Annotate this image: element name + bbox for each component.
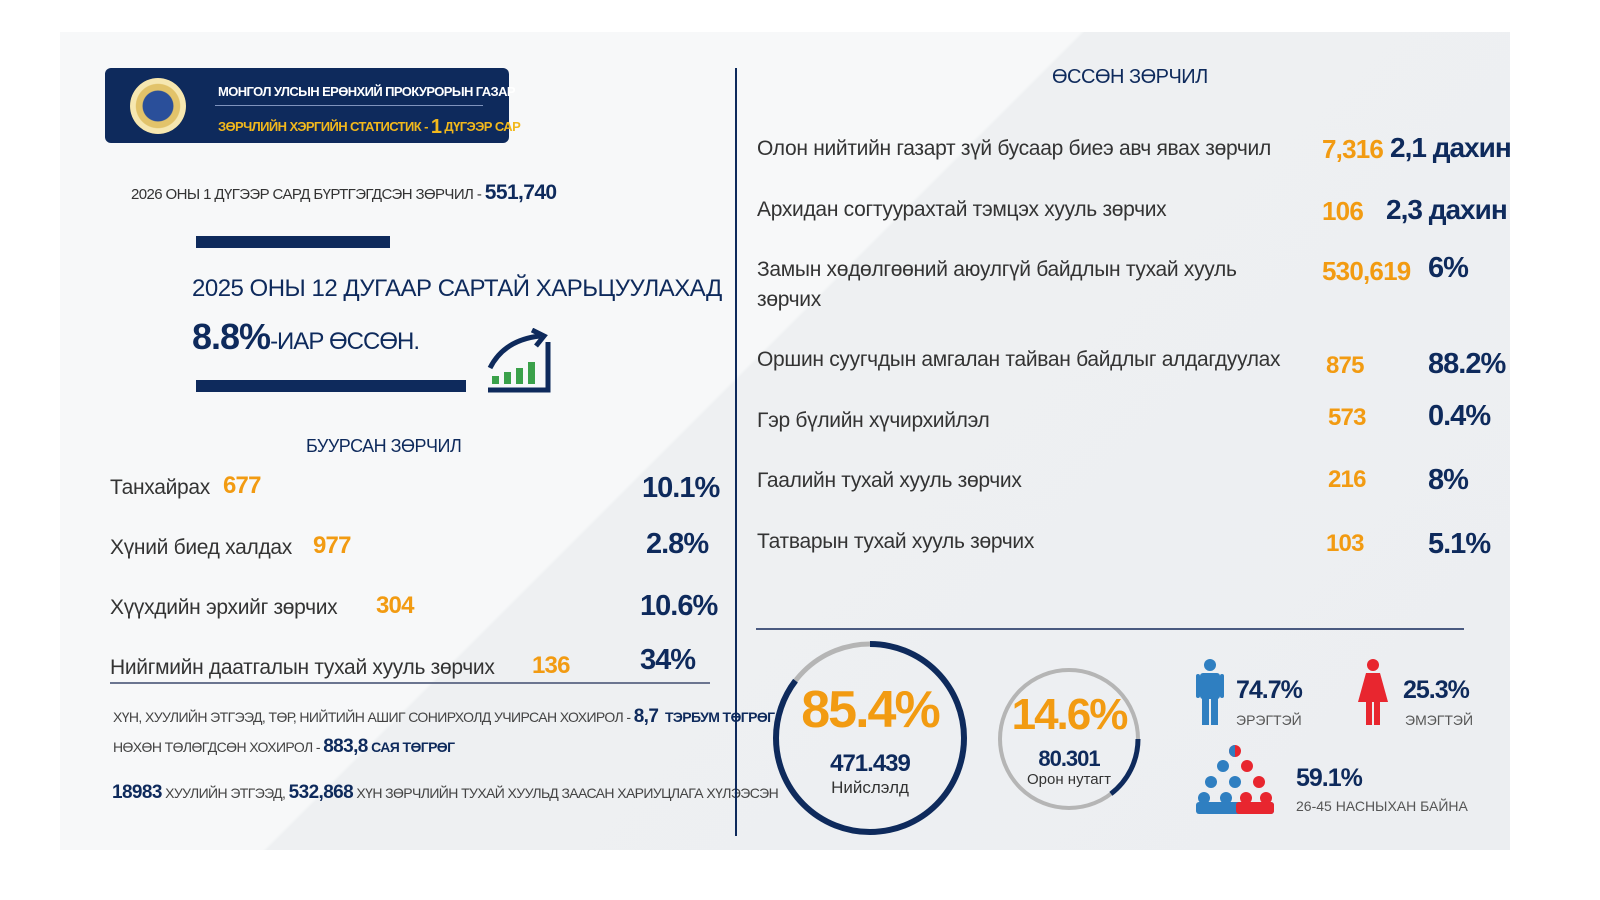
male-label: ЭРЭГТЭЙ bbox=[1236, 712, 1302, 728]
report-subtitle: ЗӨРЧЛИЙН ХЭРГИЙН СТАТИСТИК - 1 ДҮГЭЭР СА… bbox=[218, 116, 521, 139]
increased-change: 8% bbox=[1428, 464, 1469, 496]
growth-chart-icon bbox=[487, 328, 551, 393]
decreased-count: 136 bbox=[532, 652, 570, 679]
org-name: МОНГОЛ УЛСЫН ЕРӨНХИЙ ПРОКУРОРЫН ГАЗАР bbox=[218, 84, 516, 99]
capital-label: Нийслэлд bbox=[831, 778, 909, 797]
total-violations: 2026 ОНЫ 1 ДҮГЭЭР САРД БҮРТГЭГДСЭН ЗӨРЧИ… bbox=[131, 181, 557, 205]
increased-label: Татварын тухай хууль зөрчих bbox=[757, 530, 1035, 553]
decreased-title: БУУРСАН ЗӨРЧИЛ bbox=[306, 436, 462, 456]
increased-label: Оршин суугчдын амгалан тайван байдлыг ал… bbox=[757, 348, 1281, 371]
increased-change: 6% bbox=[1428, 252, 1469, 284]
increased-title: ӨССӨН ЗӨРЧИЛ bbox=[1052, 66, 1208, 88]
female-icon bbox=[1358, 659, 1388, 725]
damage-compensated: НӨХӨН ТӨЛӨГДСӨН ХОХИРОЛ - 883,8 САЯ ТӨГР… bbox=[113, 736, 455, 758]
decreased-label: Хүүхдийн эрхийг зөрчих bbox=[110, 596, 338, 619]
capital-pct: 85.4% bbox=[801, 681, 940, 739]
persons-label: ХҮН ЗӨРЧЛИЙН ТУХАЙ ХУУЛЬД ЗААСАН ХАРИУЦЛ… bbox=[356, 785, 779, 801]
increased-count: 106 bbox=[1322, 196, 1364, 226]
increased-count: 573 bbox=[1328, 404, 1366, 431]
female-label: ЭМЭГТЭЙ bbox=[1405, 712, 1474, 728]
divider bbox=[110, 682, 710, 684]
decreased-label: Нийгмийн даатгалын тухай хууль зөрчих bbox=[110, 656, 495, 679]
compensated-value: 883,8 bbox=[323, 736, 368, 757]
total-value: 551,740 bbox=[484, 181, 557, 204]
growth-suffix: -ИАР ӨССӨН. bbox=[270, 328, 420, 355]
decreased-pct: 10.1% bbox=[642, 472, 720, 504]
increased-change: 88.2% bbox=[1428, 348, 1506, 380]
male-pct: 74.7% bbox=[1236, 676, 1303, 704]
background-panel bbox=[60, 32, 1510, 850]
increased-label: Олон нийтийн газарт зүй бусаар биеэ авч … bbox=[757, 137, 1271, 160]
decreased-count: 677 bbox=[223, 472, 261, 499]
emblem-logo bbox=[130, 78, 186, 134]
increased-label: Гаалийн тухай хууль зөрчих bbox=[757, 469, 1022, 492]
damage-value: 8,7 bbox=[633, 706, 659, 727]
increased-change: 0.4% bbox=[1428, 400, 1491, 432]
decreased-count: 304 bbox=[376, 592, 414, 619]
compensated-label: НӨХӨН ТӨЛӨГДСӨН ХОХИРОЛ - bbox=[113, 739, 321, 755]
decreased-label: Танхайрах bbox=[110, 476, 210, 499]
capital-count: 471.439 bbox=[830, 750, 911, 777]
increased-count: 7,316 bbox=[1322, 134, 1384, 164]
comparison-text: 2025 ОНЫ 12 ДУГААР САРТАЙ ХАРЬЦУУЛАХАД bbox=[192, 275, 722, 302]
growth-percent: 8.8% bbox=[192, 316, 271, 357]
increased-change: 5.1% bbox=[1428, 528, 1491, 560]
total-label: 2026 ОНЫ 1 ДҮГЭЭР САРД БҮРТГЭГДСЭН ЗӨРЧИ… bbox=[131, 186, 482, 203]
increased-count: 530,619 bbox=[1322, 256, 1411, 286]
subtitle-prefix: ЗӨРЧЛИЙН ХЭРГИЙН СТАТИСТИК - bbox=[218, 119, 428, 134]
increased-count: 875 bbox=[1326, 352, 1364, 379]
decreased-pct: 10.6% bbox=[640, 590, 718, 622]
increased-change: 2,3 дахин bbox=[1386, 194, 1508, 225]
damage-label: ХҮН, ХУУЛИЙН ЭТГЭЭД, ТӨР, НИЙТИЙН АШИГ С… bbox=[113, 709, 631, 725]
divider bbox=[756, 628, 1464, 630]
decor-bar-bottom bbox=[196, 380, 466, 392]
increased-change: 2,1 дахин bbox=[1390, 132, 1512, 163]
decreased-pct: 34% bbox=[640, 644, 696, 676]
legal-entities-label: ХУУЛИЙН ЭТГЭЭД, bbox=[165, 785, 286, 801]
increased-count: 216 bbox=[1328, 466, 1366, 493]
damage-unit: ТЭРБУМ ТӨГРӨГ bbox=[664, 709, 775, 725]
age-pct: 59.1% bbox=[1296, 764, 1363, 792]
age-label: 26-45 НАСНЫХАН БАЙНА bbox=[1296, 798, 1468, 814]
donut-arc bbox=[773, 641, 967, 835]
increased-label: Замын хөдөлгөөний аюулгүй байдлын тухай … bbox=[757, 258, 1237, 311]
increased-label: Архидан согтуурахтай тэмцэх хууль зөрчих bbox=[757, 198, 1167, 221]
comparison-value: 8.8%-ИАР ӨССӨН. bbox=[192, 316, 420, 358]
increased-label: Гэр бүлийн хүчирхийлэл bbox=[757, 409, 990, 432]
legal-entities-count: 18983 bbox=[112, 782, 162, 803]
capital-donut bbox=[773, 641, 967, 835]
subtitle-suffix: ДҮГЭЭР САР bbox=[444, 119, 521, 134]
group-icon bbox=[1196, 745, 1274, 814]
decreased-count: 977 bbox=[313, 532, 351, 559]
compensated-unit: САЯ ТӨГРӨГ bbox=[371, 739, 455, 755]
rural-label: Орон нутагт bbox=[1027, 771, 1111, 788]
banner-divider bbox=[215, 105, 483, 106]
donut-arc bbox=[997, 667, 1141, 811]
rural-count: 80.301 bbox=[1038, 746, 1100, 771]
female-pct: 25.3% bbox=[1403, 676, 1470, 704]
increased-count: 103 bbox=[1326, 530, 1364, 557]
rural-pct: 14.6% bbox=[1011, 690, 1129, 739]
vertical-divider bbox=[735, 68, 737, 836]
subtitle-month: 1 bbox=[430, 116, 442, 138]
damage-total: ХҮН, ХУУЛИЙН ЭТГЭЭД, ТӨР, НИЙТИЙН АШИГ С… bbox=[113, 706, 775, 728]
decreased-pct: 2.8% bbox=[646, 528, 709, 560]
decreased-label: Хүний биед халдах bbox=[110, 536, 292, 559]
rural-donut bbox=[997, 667, 1141, 811]
liability-summary: 18983 ХУУЛИЙН ЭТГЭЭД, 532,868 ХҮН ЗӨРЧЛИ… bbox=[112, 782, 779, 804]
persons-count: 532,868 bbox=[288, 782, 354, 803]
male-icon bbox=[1196, 659, 1224, 725]
decor-bar-top bbox=[196, 236, 390, 248]
